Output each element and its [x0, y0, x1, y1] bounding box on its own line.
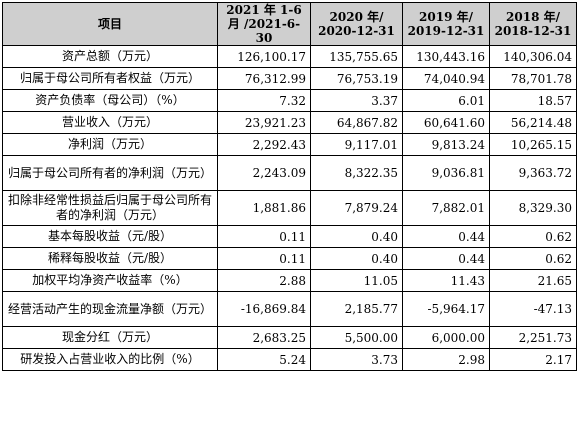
- row-label: 研发投入占营业收入的比例（%）: [2, 348, 218, 371]
- cell-value: 0.11: [217, 225, 311, 248]
- cell-value: 2,292.43: [217, 133, 311, 156]
- cell-value: 9,813.24: [402, 133, 490, 156]
- cell-value: 3.73: [310, 348, 403, 371]
- cell-value: 2.98: [402, 348, 490, 371]
- table-row: 稀释每股收益（元/股） 0.11 0.40 0.44 0.62: [2, 247, 577, 270]
- table-row: 现金分红（万元） 2,683.25 5,500.00 6,000.00 2,25…: [2, 326, 577, 349]
- cell-value: 2,251.73: [489, 326, 577, 349]
- cell-value: 1,881.86: [217, 190, 311, 226]
- cell-value: 9,036.81: [402, 155, 490, 191]
- header-row: 项目 2021 年 1-6 月 /2021-6-30 2020 年/ 2020-…: [2, 2, 577, 46]
- cell-value: 78,701.78: [489, 67, 577, 90]
- financial-data-table: 项目 2021 年 1-6 月 /2021-6-30 2020 年/ 2020-…: [2, 2, 577, 371]
- table-row: 净利润（万元） 2,292.43 9,117.01 9,813.24 10,26…: [2, 133, 577, 156]
- table-row: 经营活动产生的现金流量净额（万元） -16,869.84 2,185.77 -5…: [2, 291, 577, 327]
- row-label: 归属于母公司所有者的净利润（万元）: [2, 155, 218, 191]
- cell-value: 8,329.30: [489, 190, 577, 226]
- table-row: 资产总额（万元） 126,100.17 135,755.65 130,443.1…: [2, 45, 577, 68]
- cell-value: -5,964.17: [402, 291, 490, 327]
- row-label: 归属于母公司所有者权益（万元）: [2, 67, 218, 90]
- cell-value: 23,921.23: [217, 111, 311, 134]
- row-label: 资产负债率（母公司）（%）: [2, 89, 218, 112]
- table-row: 资产负债率（母公司）（%） 7.32 3.37 6.01 18.57: [2, 89, 577, 112]
- cell-value: 7,882.01: [402, 190, 490, 226]
- cell-value: 2,243.09: [217, 155, 311, 191]
- cell-value: 6.01: [402, 89, 490, 112]
- header-2021h1: 2021 年 1-6 月 /2021-6-30: [217, 2, 311, 46]
- cell-value: 0.11: [217, 247, 311, 270]
- header-2019: 2019 年/ 2019-12-31: [402, 2, 490, 46]
- header-item: 项目: [2, 2, 218, 46]
- cell-value: 11.43: [402, 269, 490, 292]
- cell-value: 2.88: [217, 269, 311, 292]
- table-row: 归属于母公司所有者的净利润（万元） 2,243.09 8,322.35 9,03…: [2, 155, 577, 191]
- cell-value: -47.13: [489, 291, 577, 327]
- cell-value: 60,641.60: [402, 111, 490, 134]
- cell-value: 0.62: [489, 225, 577, 248]
- cell-value: 5.24: [217, 348, 311, 371]
- cell-value: 6,000.00: [402, 326, 490, 349]
- row-label: 现金分红（万元）: [2, 326, 218, 349]
- table-row: 营业收入（万元） 23,921.23 64,867.82 60,641.60 5…: [2, 111, 577, 134]
- cell-value: 74,040.94: [402, 67, 490, 90]
- cell-value: 56,214.48: [489, 111, 577, 134]
- cell-value: 10,265.15: [489, 133, 577, 156]
- table-row: 归属于母公司所有者权益（万元） 76,312.99 76,753.19 74,0…: [2, 67, 577, 90]
- cell-value: 0.40: [310, 225, 403, 248]
- cell-value: 0.62: [489, 247, 577, 270]
- cell-value: 8,322.35: [310, 155, 403, 191]
- row-label: 营业收入（万元）: [2, 111, 218, 134]
- cell-value: 76,753.19: [310, 67, 403, 90]
- row-label: 基本每股收益（元/股）: [2, 225, 218, 248]
- cell-value: 0.44: [402, 247, 490, 270]
- cell-value: 5,500.00: [310, 326, 403, 349]
- cell-value: 18.57: [489, 89, 577, 112]
- cell-value: 7,879.24: [310, 190, 403, 226]
- row-label: 经营活动产生的现金流量净额（万元）: [2, 291, 218, 327]
- cell-value: 130,443.16: [402, 45, 490, 68]
- table-row: 研发投入占营业收入的比例（%） 5.24 3.73 2.98 2.17: [2, 348, 577, 371]
- cell-value: 7.32: [217, 89, 311, 112]
- cell-value: 3.37: [310, 89, 403, 112]
- table-row: 扣除非经常性损益后归属于母公司所有者的净利润（万元） 1,881.86 7,87…: [2, 190, 577, 226]
- cell-value: 9,363.72: [489, 155, 577, 191]
- cell-value: 135,755.65: [310, 45, 403, 68]
- table-row: 加权平均净资产收益率（%） 2.88 11.05 11.43 21.65: [2, 269, 577, 292]
- cell-value: 2,185.77: [310, 291, 403, 327]
- cell-value: 9,117.01: [310, 133, 403, 156]
- cell-value: 2.17: [489, 348, 577, 371]
- row-label: 净利润（万元）: [2, 133, 218, 156]
- cell-value: 0.44: [402, 225, 490, 248]
- table-row: 基本每股收益（元/股） 0.11 0.40 0.44 0.62: [2, 225, 577, 248]
- cell-value: 2,683.25: [217, 326, 311, 349]
- cell-value: 64,867.82: [310, 111, 403, 134]
- cell-value: 0.40: [310, 247, 403, 270]
- row-label: 稀释每股收益（元/股）: [2, 247, 218, 270]
- row-label: 加权平均净资产收益率（%）: [2, 269, 218, 292]
- cell-value: 126,100.17: [217, 45, 311, 68]
- row-label: 资产总额（万元）: [2, 45, 218, 68]
- cell-value: -16,869.84: [217, 291, 311, 327]
- header-2020: 2020 年/ 2020-12-31: [310, 2, 403, 46]
- cell-value: 11.05: [310, 269, 403, 292]
- row-label: 扣除非经常性损益后归属于母公司所有者的净利润（万元）: [2, 190, 218, 226]
- cell-value: 140,306.04: [489, 45, 577, 68]
- cell-value: 21.65: [489, 269, 577, 292]
- cell-value: 76,312.99: [217, 67, 311, 90]
- header-2018: 2018 年/ 2018-12-31: [489, 2, 577, 46]
